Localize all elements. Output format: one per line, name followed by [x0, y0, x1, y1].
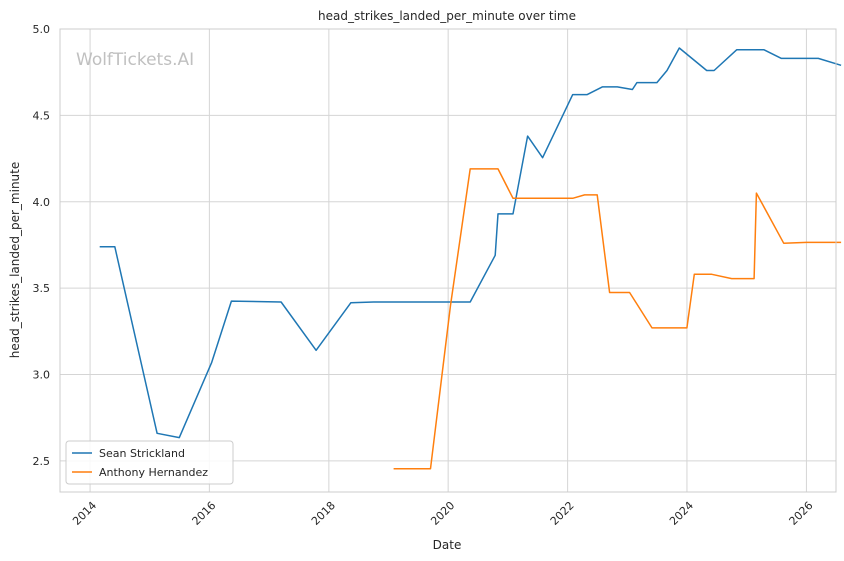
series-line-2 — [393, 168, 842, 470]
plot-frame — [59, 28, 837, 493]
y-tick-label: 5.0 — [33, 23, 51, 36]
x-axis-title: Date — [433, 538, 462, 552]
plot-area: WolfTickets.AI — [59, 28, 842, 493]
legend-label: Sean Strickland — [99, 447, 185, 460]
legend-label: Anthony Hernandez — [99, 466, 208, 479]
series-line-1 — [99, 47, 842, 439]
y-tick-label: 4.5 — [33, 109, 51, 122]
y-tick-label: 3.5 — [33, 282, 51, 295]
chart-title: head_strikes_landed_per_minute over time — [318, 9, 576, 23]
y-tick-label: 2.5 — [33, 455, 51, 468]
y-tick-label: 3.0 — [33, 369, 51, 382]
y-axis-title: head_strikes_landed_per_minute — [8, 162, 22, 359]
legend: Sean Strickland Anthony Hernandez — [65, 440, 234, 485]
watermark: WolfTickets.AI — [76, 50, 194, 70]
y-axis-ticks: 2.5 3.0 3.5 4.0 4.5 5.0 — [33, 23, 51, 468]
y-tick-label: 4.0 — [33, 196, 51, 209]
series-lines — [99, 47, 842, 470]
legend-box — [65, 440, 234, 485]
